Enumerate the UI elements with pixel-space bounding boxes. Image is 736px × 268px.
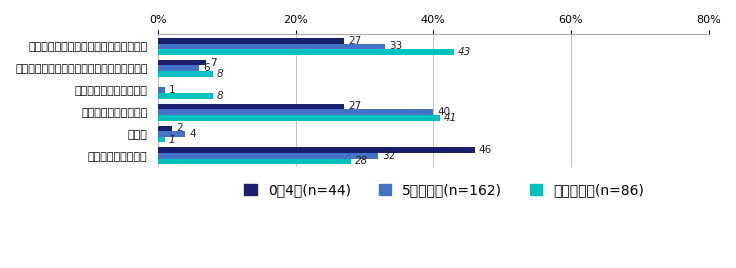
Bar	[158, 109, 434, 115]
Bar	[158, 49, 454, 55]
Bar	[158, 104, 344, 109]
Text: 27: 27	[348, 36, 361, 46]
Text: 1: 1	[169, 135, 176, 145]
Bar	[158, 115, 440, 121]
Text: 41: 41	[445, 113, 458, 123]
Text: 32: 32	[382, 151, 395, 161]
Bar	[158, 93, 213, 99]
Bar	[158, 87, 165, 93]
Text: 46: 46	[478, 145, 492, 155]
Text: 6: 6	[203, 63, 210, 73]
Bar	[158, 147, 475, 153]
Text: 28: 28	[355, 157, 368, 166]
Text: 40: 40	[437, 107, 450, 117]
Bar	[158, 65, 199, 71]
Bar	[158, 71, 213, 77]
Bar	[158, 159, 350, 164]
Bar	[158, 125, 171, 131]
Legend: 0～4点(n=44), 5～１２点(n=162), １３点以上(n=86): 0～4点(n=44), 5～１２点(n=162), １３点以上(n=86)	[238, 178, 650, 203]
Text: 4: 4	[190, 129, 197, 139]
Text: 43: 43	[458, 47, 471, 57]
Text: 33: 33	[389, 41, 403, 51]
Text: 7: 7	[210, 58, 217, 68]
Bar	[158, 38, 344, 44]
Text: 8: 8	[217, 91, 224, 101]
Bar	[158, 153, 378, 159]
Bar	[158, 137, 165, 142]
Text: 1: 1	[169, 85, 176, 95]
Text: 8: 8	[217, 69, 224, 79]
Bar	[158, 60, 206, 65]
Bar	[158, 131, 185, 137]
Bar	[158, 44, 385, 49]
Text: 27: 27	[348, 102, 361, 111]
Text: 2: 2	[176, 123, 183, 133]
